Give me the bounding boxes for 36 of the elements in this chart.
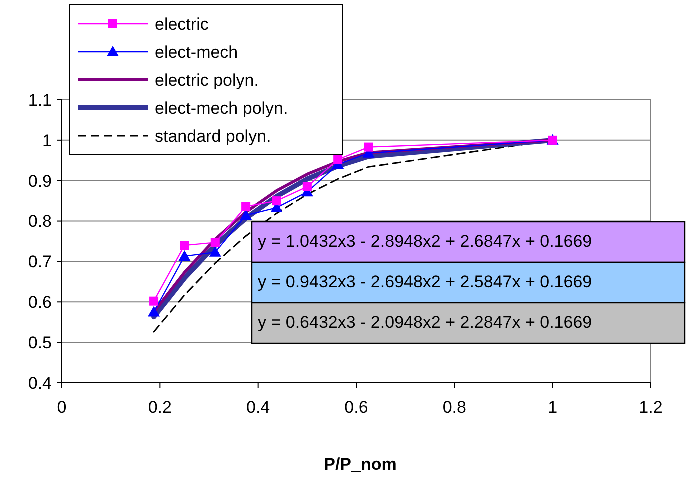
y-tick-label: 0.7 <box>28 252 52 272</box>
y-tick-label: 0.6 <box>28 293 52 312</box>
point <box>178 250 191 261</box>
annotation: y = 1.0432x3 - 2.8948x2 + 2.6847x + 0.1669 <box>258 232 592 251</box>
x-tick-label: 0 <box>57 398 67 417</box>
y-tick-label: 0.5 <box>28 334 52 353</box>
legend-label: elect-mech polyn. <box>155 98 288 118</box>
annotation: y = 0.9432x3 - 2.6948x2 + 2.5847x + 0.1669 <box>258 272 592 292</box>
y-tick-label: 0.8 <box>28 212 52 232</box>
x-tick-label: 0.6 <box>344 398 368 417</box>
point <box>242 202 251 212</box>
point <box>209 246 222 257</box>
y-tick-label: 1 <box>42 131 52 150</box>
point <box>272 196 282 206</box>
point <box>302 182 312 192</box>
x-tick-label: 1 <box>548 398 558 417</box>
x-tick-label: 0.4 <box>246 398 270 417</box>
x-tick-label: 0.2 <box>148 398 172 417</box>
annotation: y = 0.6432x3 - 2.0948x2 + 2.2847x + 0.1669 <box>258 312 592 332</box>
legend-label: standard polyn. <box>155 126 272 146</box>
point <box>148 306 160 317</box>
y-tick-label: 0.4 <box>28 374 52 393</box>
point <box>150 296 159 306</box>
point <box>240 210 252 220</box>
x-tick-label: 0.8 <box>442 398 466 417</box>
y-tick-label: 1.1 <box>28 90 52 110</box>
legend-label: elect-mech <box>155 42 238 62</box>
point <box>180 241 190 250</box>
point <box>364 142 374 152</box>
point <box>210 238 220 248</box>
legend-label: electric <box>155 14 210 34</box>
legend-label: electric polyn. <box>155 70 259 90</box>
point <box>334 155 343 164</box>
y-tick-label: 0.9 <box>28 172 52 191</box>
x-tick-label: 1.2 <box>639 398 663 417</box>
x-axis-title: P/P_nom <box>324 455 397 474</box>
